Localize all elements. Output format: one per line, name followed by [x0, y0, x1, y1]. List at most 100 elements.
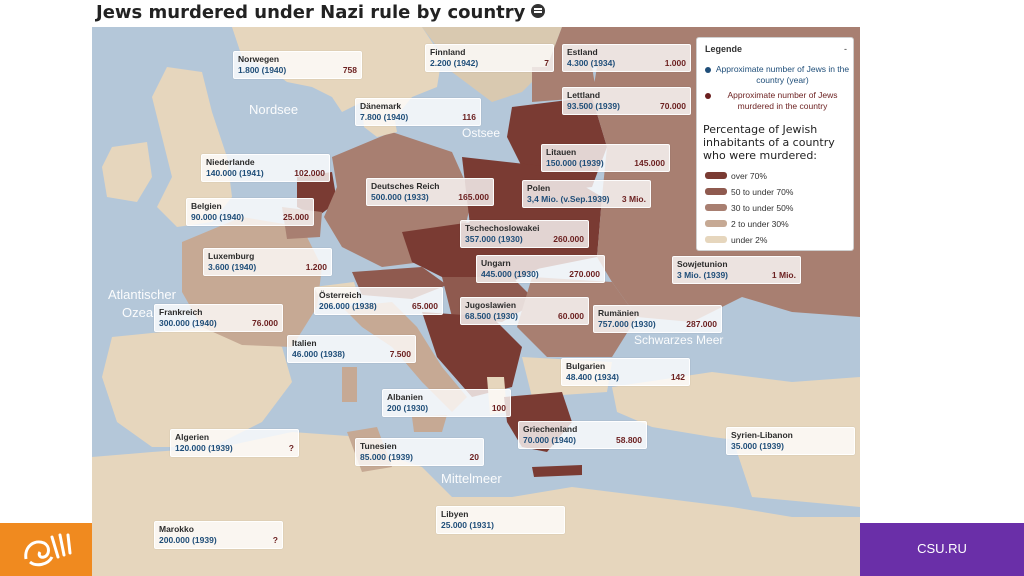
country-label-deutsches-reich[interactable]: Deutsches Reich 500.000 (1933) 165.000 [366, 178, 494, 206]
land-sardinia [342, 367, 357, 402]
legend-category-2-30: 2 to under 30% [705, 219, 845, 229]
legend-heading: Percentage of Jewish inhabitants of a co… [703, 123, 835, 162]
jews-murdered: 165.000 [458, 192, 489, 202]
country-label-belgien[interactable]: Belgien 90.000 (1940) 25.000 [186, 198, 314, 226]
country-label-syrien-libanon[interactable]: Syrien-Libanon 35.000 (1939) [726, 427, 855, 455]
country-name: Österreich [319, 290, 362, 300]
land-ireland [102, 142, 152, 202]
jews-murdered: 145.000 [634, 158, 665, 168]
country-name: Ungarn [481, 258, 511, 268]
country-label-rumaenien[interactable]: Rumänien 757.000 (1930) 287.000 [593, 305, 722, 333]
jewish-population: 46.000 (1938) [292, 349, 345, 359]
country-name: Norwegen [238, 54, 280, 64]
country-name: Rumänien [598, 308, 640, 318]
dot-icon [705, 93, 711, 99]
jewish-population: 3.600 (1940) [208, 262, 257, 272]
country-label-ungarn[interactable]: Ungarn 445.000 (1930) 270.000 [476, 255, 605, 283]
legend-category-under-2: under 2% [705, 235, 845, 245]
country-label-luxemburg[interactable]: Luxemburg 3.600 (1940) 1.200 [203, 248, 332, 276]
country-label-finnland[interactable]: Finnland 2.200 (1942) 7 [425, 44, 554, 72]
map-legend: Legende - Approximate number of Jews in … [696, 37, 854, 251]
country-label-litauen[interactable]: Litauen 150.000 (1939) 145.000 [541, 144, 670, 172]
country-name: Lettland [567, 90, 601, 100]
country-label-libyen[interactable]: Libyen 25.000 (1931) [436, 506, 565, 534]
brand-text: CSU.RU [917, 541, 967, 556]
sea-label-black-sea: Schwarzes Meer [634, 333, 724, 347]
jews-murdered: 3 Mio. [621, 194, 646, 204]
country-label-jugoslawien[interactable]: Jugoslawien 68.500 (1930) 60.000 [460, 297, 589, 325]
jews-murdered: ? [272, 535, 278, 545]
country-label-oesterreich[interactable]: Österreich 206.000 (1938) 65.000 [314, 287, 443, 315]
legend-category-label: 50 to under 70% [731, 187, 794, 197]
jews-murdered: 70.000 [660, 101, 686, 111]
slide-title: Jews murdered under Nazi rule by country [96, 2, 546, 23]
country-label-griechenland[interactable]: Griechenland 70.000 (1940) 58.800 [518, 421, 647, 449]
country-label-estland[interactable]: Estland 4.300 (1934) 1.000 [562, 44, 691, 72]
jewish-population: 48.400 (1934) [566, 372, 619, 382]
legend-category-label: under 2% [731, 235, 768, 245]
legend-category-50-70: 50 to under 70% [705, 187, 845, 197]
legend-collapse-button[interactable]: - [844, 44, 847, 54]
country-name: Deutsches Reich [371, 181, 440, 191]
country-name: Frankreich [159, 307, 203, 317]
jewish-population: 68.500 (1930) [465, 311, 518, 321]
country-name: Algerien [175, 432, 210, 442]
jewish-population: 70.000 (1940) [523, 435, 576, 445]
legend-population-label: Approximate number of Jews in the countr… [715, 64, 850, 85]
country-name: Libyen [441, 509, 469, 519]
country-name: Tschechoslowakei [465, 223, 540, 233]
land-yugoslavia [422, 312, 522, 397]
swatch [705, 236, 727, 243]
country-label-norwegen[interactable]: Norwegen 1.800 (1940) 758 [233, 51, 362, 79]
country-label-daenemark[interactable]: Dänemark 7.800 (1940) 116 [355, 98, 481, 126]
country-label-albanien[interactable]: Albanien 200 (1930) 100 [382, 389, 511, 417]
jewish-population: 90.000 (1940) [191, 212, 244, 222]
sea-label-nordsee: Nordsee [249, 102, 299, 117]
menu-icon[interactable] [531, 4, 546, 18]
country-name: Tunesien [360, 441, 397, 451]
country-name: Niederlande [206, 157, 255, 167]
jewish-population: 357.000 (1930) [465, 234, 523, 244]
country-name: Polen [527, 183, 551, 193]
country-label-italien[interactable]: Italien 46.000 (1938) 7.500 [287, 335, 416, 363]
swatch [705, 172, 727, 179]
country-name: Bulgarien [566, 361, 606, 371]
country-label-frankreich[interactable]: Frankreich 300.000 (1940) 76.000 [154, 304, 283, 332]
legend-category-30-50: 30 to under 50% [705, 203, 845, 213]
jews-murdered: 270.000 [569, 269, 600, 279]
country-label-marokko[interactable]: Marokko 200.000 (1939) ? [154, 521, 283, 549]
jewish-population: 200.000 (1939) [159, 535, 217, 545]
country-label-tunesien[interactable]: Tunesien 85.000 (1939) 20 [355, 438, 484, 466]
land-north-africa [92, 432, 860, 576]
jewish-population: 4.300 (1934) [567, 58, 616, 68]
land-crete [532, 465, 582, 477]
jews-murdered: 102.000 [294, 168, 325, 178]
sea-label-atlantic-2: Ozea [122, 305, 154, 320]
jews-murdered: 7.500 [389, 349, 411, 359]
country-name: Dänemark [360, 101, 402, 111]
country-name: Belgien [191, 201, 222, 211]
country-name: Estland [567, 47, 598, 57]
jews-murdered: 20 [469, 452, 479, 462]
jewish-population: 2.200 (1942) [430, 58, 479, 68]
country-label-lettland[interactable]: Lettland 93.500 (1939) 70.000 [562, 87, 691, 115]
country-label-tschechoslowakei[interactable]: Tschechoslowakei 357.000 (1930) 260.000 [460, 220, 589, 248]
jews-murdered: 116 [462, 112, 476, 122]
country-label-algerien[interactable]: Algerien 120.000 (1939) ? [170, 429, 299, 457]
country-name: Italien [292, 338, 317, 348]
jews-murdered: 1 Mio. [771, 270, 796, 280]
country-label-sowjetunion[interactable]: Sowjetunion 3 Mio. (1939) 1 Mio. [672, 256, 801, 284]
country-name: Marokko [159, 524, 194, 534]
country-label-niederlande[interactable]: Niederlande 140.000 (1941) 102.000 [201, 154, 330, 182]
jews-murdered: 76.000 [252, 318, 278, 328]
land-sicily [412, 415, 447, 432]
jewish-population: 3,4 Mio. (v.Sep.1939) [527, 194, 610, 204]
jewish-population: 150.000 (1939) [546, 158, 604, 168]
country-label-polen[interactable]: Polen 3,4 Mio. (v.Sep.1939) 3 Mio. [522, 180, 651, 208]
country-label-bulgarien[interactable]: Bulgarien 48.400 (1934) 142 [561, 358, 690, 386]
country-name: Syrien-Libanon [731, 430, 793, 440]
jewish-population: 7.800 (1940) [360, 112, 409, 122]
jews-murdered: 58.800 [616, 435, 642, 445]
jewish-population: 757.000 (1930) [598, 319, 656, 329]
jewish-population: 200 (1930) [387, 403, 429, 413]
